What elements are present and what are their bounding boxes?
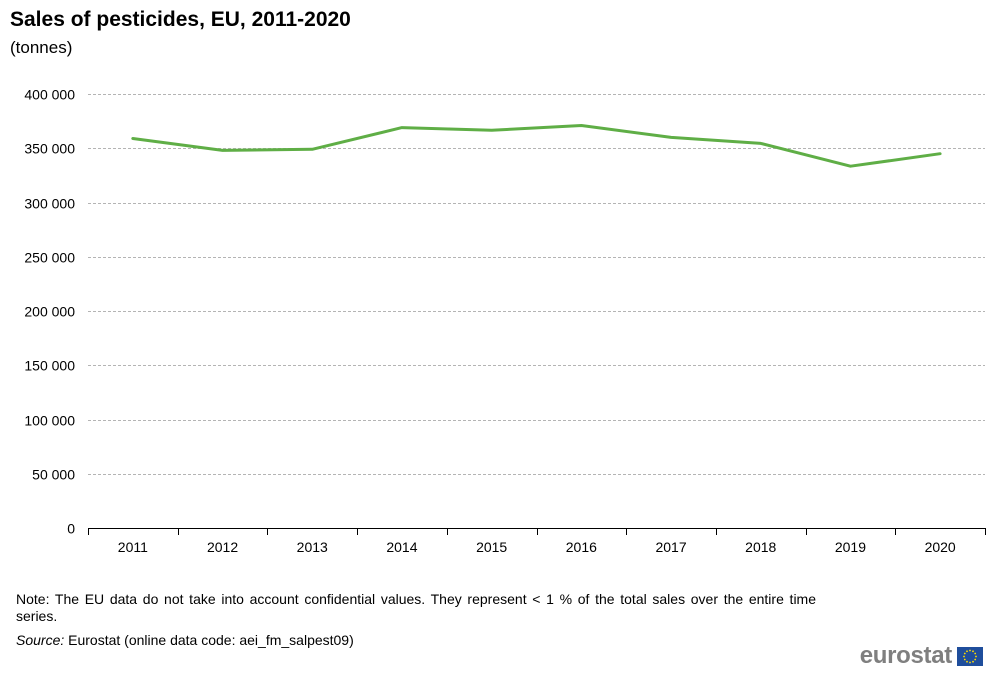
y-tick-label: 200 000 [24, 304, 75, 320]
flag-star [966, 649, 968, 652]
eurostat-logo-text: eurostat [859, 642, 953, 669]
x-tick-label: 2014 [386, 539, 417, 555]
x-tick-label: 2016 [566, 539, 597, 555]
x-tick-label: 2017 [655, 539, 686, 555]
x-tick-label: 2020 [925, 539, 956, 555]
line-chart: 0 50 000 100 000 150 000 200 000 250 000 300 0… [24, 87, 986, 555]
chart-note: Note: The EU data do not take into accou… [16, 591, 816, 624]
flag-star [974, 652, 977, 654]
x-tick-label: 2018 [745, 539, 776, 555]
eu-flag-icon [957, 646, 983, 666]
flag-star [963, 658, 966, 660]
flag-star [966, 660, 968, 663]
eurostat-logo: eurostat [860, 643, 983, 669]
y-tick-label: 400 000 [24, 87, 75, 103]
y-tick-label: 250 000 [24, 250, 75, 266]
x-tick-label: 2011 [118, 539, 148, 555]
y-tick-label: 300 000 [24, 196, 75, 212]
flag-star [969, 649, 971, 651]
flag-star [972, 649, 974, 652]
y-tick-label: 50 000 [32, 467, 75, 483]
y-tick-label: 0 [67, 521, 75, 537]
flag-star [975, 655, 977, 657]
x-tick-label: 2013 [297, 539, 328, 555]
y-tick-label: 100 000 [24, 413, 75, 429]
flag-star [974, 658, 977, 660]
x-tick-label: 2015 [476, 539, 507, 555]
flag-star [963, 655, 965, 657]
x-axis: 2011 2012 2013 2014 2015 2016 2017 2018 2019 2020 [88, 528, 986, 555]
y-axis-tick-labels: 0 50 000 100 000 150 000 200 000 250 000 300 0… [24, 87, 75, 537]
flag-star [963, 652, 966, 654]
y-tick-label: 150 000 [24, 358, 75, 374]
flag-background [957, 646, 983, 666]
series-line-group [131, 124, 942, 168]
x-tick-label: 2012 [207, 539, 238, 555]
series-line [131, 124, 942, 168]
source-label: Source: [16, 632, 65, 648]
chart-title: Sales of pesticides, EU, 2011-2020 [10, 8, 351, 31]
gridlines [88, 94, 985, 475]
flag-star [969, 661, 971, 663]
y-tick-label: 350 000 [24, 141, 75, 157]
flag-star [972, 660, 974, 663]
source-text: Eurostat (online data code: aei_fm_salpe… [64, 632, 354, 648]
chart-source: Source: Eurostat (online data code: aei_… [16, 632, 354, 648]
chart-subtitle: (tonnes) [10, 38, 73, 57]
x-tick-label: 2019 [835, 539, 866, 555]
